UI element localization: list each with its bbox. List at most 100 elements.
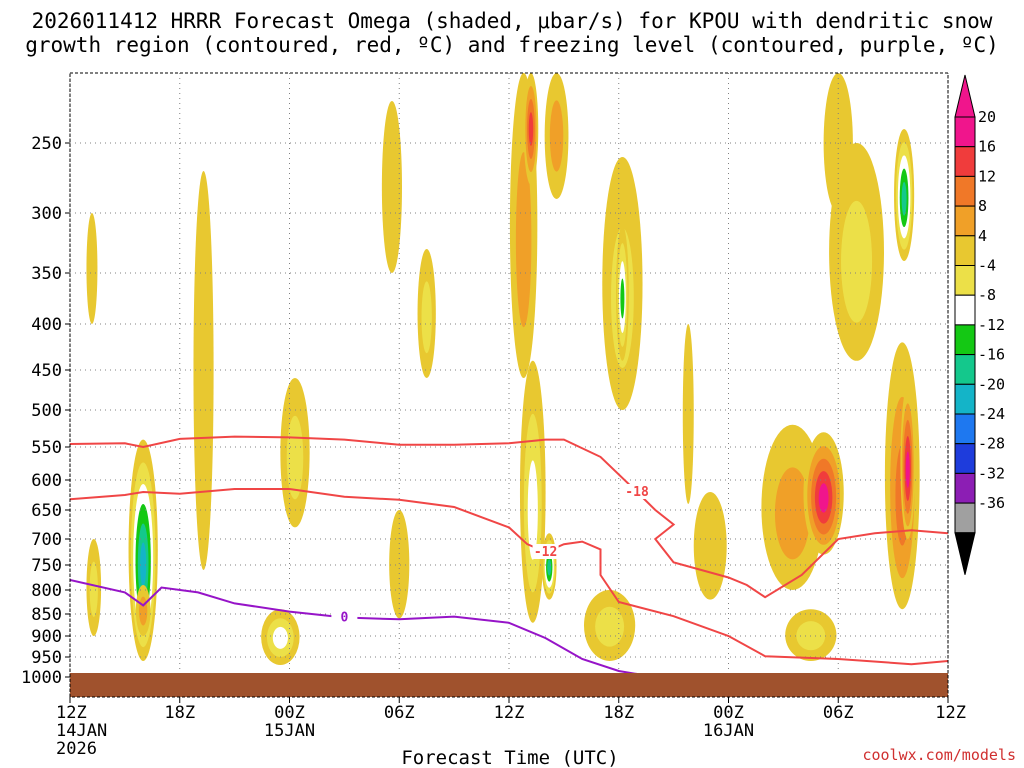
omega-cell-2-1	[139, 596, 148, 626]
colorbar-swatch-7	[954, 324, 976, 356]
omega-cell-18-0	[693, 492, 727, 600]
contour-lines: -18 -12 0	[70, 435, 948, 678]
colorbar-top-arrow	[954, 74, 976, 118]
y-tick-label-950: 950	[31, 648, 62, 668]
colorbar-swatch-8	[954, 354, 976, 385]
chart-title-line2: growth region (contoured, red, ºC) and f…	[25, 33, 999, 57]
y-tick-label-700: 700	[31, 530, 62, 550]
colorbar-swatch-1	[954, 146, 976, 177]
colorbar-swatch-6	[954, 294, 976, 326]
y-tick-label-650: 650	[31, 501, 62, 521]
x-tick-label-48: 12Z	[935, 703, 966, 723]
y-tick-label-900: 900	[31, 627, 62, 647]
terrain-ground	[70, 673, 948, 697]
colorbar-label-6: -8	[978, 286, 996, 304]
omega-cell-26-4	[901, 181, 907, 216]
omega-cell-4-0	[86, 213, 98, 324]
y-tick-label-350: 350	[31, 264, 62, 284]
y-axis: 2503003504004505005506006507007508008509…	[21, 134, 70, 688]
omega-cell-6-2	[272, 626, 288, 649]
colorbar-swatch-13	[954, 502, 976, 534]
y-tick-label-750: 750	[31, 556, 62, 576]
y-tick-label-500: 500	[31, 401, 62, 421]
y-tick-label-250: 250	[31, 134, 62, 154]
colorbar-label-0: 20	[978, 108, 996, 126]
colorbar-label-4: 4	[978, 227, 987, 245]
x-tick-date-0: 14JAN	[56, 721, 107, 741]
omega-cell-8-0	[381, 101, 402, 273]
omega-cell-7-0	[389, 510, 410, 619]
x-tick-label-0: 12Z	[56, 703, 87, 723]
y-tick-label-400: 400	[31, 315, 62, 335]
freezing-level-contour-label-bg	[331, 609, 358, 625]
omega-cell-25-1	[841, 200, 873, 323]
terrain-layer	[70, 673, 948, 697]
omega-cell-10-1	[515, 152, 532, 328]
colorbar-label-1: 16	[978, 138, 996, 156]
colorbar-label-10: -24	[978, 405, 1005, 423]
x-tick-label-6: 18Z	[164, 703, 195, 723]
omega-cell-20-1	[774, 467, 811, 560]
x-tick-label-36: 00Z	[713, 703, 744, 723]
omega-cell-3-0	[193, 171, 214, 570]
dgz-contour-0-label-bg	[624, 484, 651, 499]
colorbar: 20 16 12 8 4 -4 -8 -12 -16 -20 -24 -28 -32 -36	[954, 74, 1005, 575]
x-tick-label-24: 12Z	[494, 703, 525, 723]
omega-cell-14-4	[547, 559, 552, 576]
x-tick-label-18: 06Z	[384, 703, 415, 723]
plot-area: -18 -12 0	[69, 72, 949, 698]
colorbar-label-9: -20	[978, 375, 1005, 393]
omega-cell-21-4	[818, 483, 829, 513]
colorbar-label-2: 12	[978, 167, 996, 185]
colorbar-swatch-10	[954, 413, 976, 445]
omega-cell-19-0	[682, 324, 694, 504]
colorbar-swatch-0	[954, 116, 976, 148]
dgz-contour-0	[70, 435, 948, 599]
colorbar-label-7: -12	[978, 316, 1005, 334]
colorbar-label-8: -16	[978, 346, 1005, 364]
omega-cell-16-3	[620, 278, 625, 319]
freezing-level-contour-label: 0	[340, 611, 348, 626]
colorbar-swatch-12	[954, 472, 976, 504]
colorbar-label-5: -4	[978, 257, 996, 275]
y-tick-label-800: 800	[31, 581, 62, 601]
colorbar-label-12: -32	[978, 464, 1005, 482]
y-tick-label-550: 550	[31, 438, 62, 458]
credit-text: coolwx.com/models	[862, 746, 1016, 764]
omega-cell-9-1	[421, 281, 432, 354]
y-tick-label-850: 850	[31, 605, 62, 625]
x-tick-label-42: 06Z	[823, 703, 854, 723]
colorbar-label-13: -36	[978, 494, 1005, 512]
x-tick-label-30: 18Z	[603, 703, 634, 723]
omega-cell-23-4	[905, 451, 910, 488]
colorbar-swatch-5	[954, 265, 976, 296]
omega-cell-12-1	[549, 100, 564, 172]
x-axis-label: Forecast Time (UTC)	[401, 747, 618, 768]
omega-cell-13-2	[527, 460, 538, 560]
dgz-contour-1-label-bg	[532, 544, 559, 559]
chart-title-line1: 2026011412 HRRR Forecast Omega (shaded, …	[32, 9, 993, 33]
omega-cell-1-1	[89, 561, 98, 617]
colorbar-swatch-11	[954, 443, 976, 474]
colorbar-swatch-3	[954, 205, 976, 237]
dgz-contour-1-label: -12	[534, 545, 557, 560]
colorbar-swatch-9	[954, 383, 976, 415]
omega-cell-17-1	[595, 606, 625, 647]
y-tick-label-1000: 1000	[21, 668, 62, 688]
y-tick-label-450: 450	[31, 361, 62, 381]
omega-cell-11-3	[528, 112, 534, 146]
x-tick-date-36: 16JAN	[703, 721, 754, 741]
colorbar-label-3: 8	[978, 197, 987, 215]
dgz-contour-0-label: -18	[625, 485, 649, 500]
x-tick-label-12: 00Z	[274, 703, 305, 723]
colorbar-swatch-2	[954, 175, 976, 207]
colorbar-swatch-4	[954, 235, 976, 267]
colorbar-bottom-arrow	[954, 532, 976, 575]
y-tick-label-600: 600	[31, 471, 62, 491]
y-tick-label-300: 300	[31, 204, 62, 224]
colorbar-label-11: -28	[978, 435, 1005, 453]
x-tick-year-0: 2026	[56, 739, 97, 759]
omega-cell-0-5	[140, 542, 147, 587]
